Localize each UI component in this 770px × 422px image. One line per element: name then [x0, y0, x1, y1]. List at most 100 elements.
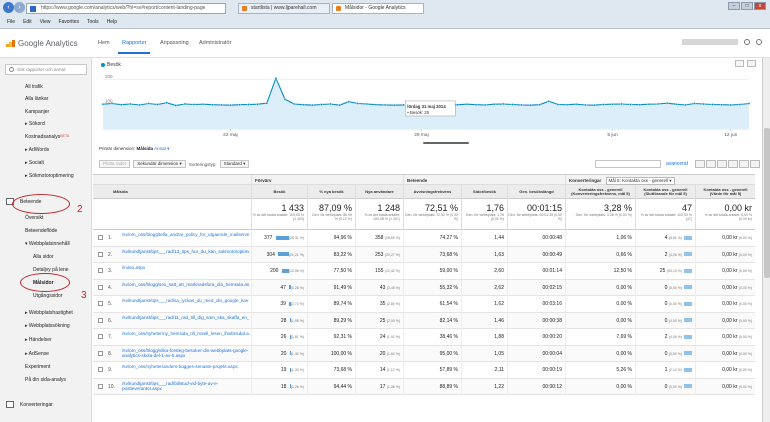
visits-data-point[interactable] [219, 103, 223, 107]
visits-data-point[interactable] [747, 102, 751, 105]
sidebar-item-content-drilldown[interactable]: Detaljvy på lene [33, 267, 69, 273]
visits-data-point[interactable] [520, 103, 523, 107]
visits-data-point[interactable] [574, 102, 578, 106]
landing-page-link[interactable]: /sv/om_oss/blogg/vilka-forsteg-besoker-d… [119, 346, 249, 362]
visits-data-point[interactable] [283, 97, 287, 101]
visits-data-point[interactable] [492, 102, 496, 106]
visits-data-point[interactable] [101, 102, 105, 106]
landing-page-url[interactable]: /sv/om_oss/nyheter/ny_hemsida_till_hotel… [122, 331, 249, 336]
visits-data-point[interactable] [629, 103, 633, 106]
sidebar-item-site-search[interactable]: ▸ Webbplatssökning [25, 323, 70, 329]
visits-data-point[interactable] [483, 103, 487, 107]
sidebar-item-social[interactable]: ▸ Socialt [25, 160, 44, 166]
visits-data-point[interactable] [265, 101, 269, 105]
data-view-button[interactable] [695, 160, 705, 168]
row-checkbox[interactable] [98, 301, 103, 306]
settings-icon[interactable] [744, 39, 750, 45]
visits-data-point[interactable] [511, 103, 514, 106]
visits-data-point[interactable] [729, 103, 733, 107]
col-visits[interactable]: Besök [251, 185, 307, 199]
visits-data-point[interactable] [665, 101, 669, 105]
visits-data-point[interactable] [684, 103, 687, 107]
visits-data-point[interactable] [593, 103, 596, 107]
col-new-users[interactable]: Nya användare [355, 185, 403, 199]
visits-data-point[interactable] [620, 102, 623, 106]
landing-page-link[interactable]: /sv/kundtjanst/tips___rad/13_tips_hur_du… [119, 247, 249, 263]
advanced-filter-link[interactable]: avancerat [666, 161, 688, 167]
visits-data-point[interactable] [556, 103, 560, 106]
back-button[interactable]: ‹ [3, 2, 14, 13]
visits-data-point[interactable] [565, 103, 569, 107]
visits-data-point[interactable] [583, 103, 587, 107]
visits-data-point[interactable] [320, 103, 323, 106]
landing-page-url[interactable]: /sv/om_oss/blogg/tella_andrar_policy_for… [122, 232, 249, 237]
visits-data-point[interactable] [738, 103, 742, 106]
timeline-scroller[interactable] [423, 142, 469, 144]
visits-data-point[interactable] [711, 103, 714, 106]
visits-data-point[interactable] [392, 103, 396, 107]
close-window-button[interactable]: x [754, 2, 766, 10]
primary-dimension-other[interactable]: Annat ▾ [154, 146, 170, 151]
browser-tab-active[interactable]: Målsidor - Google Analytics [332, 3, 424, 14]
visits-data-point[interactable] [347, 100, 350, 104]
pivot-view-button[interactable] [750, 160, 760, 168]
visits-data-point[interactable] [165, 101, 168, 105]
sidebar-item-campaigns[interactable]: Kampanjer [25, 109, 50, 115]
visits-data-point[interactable] [128, 102, 132, 106]
visits-data-point[interactable] [329, 102, 332, 106]
visits-data-point[interactable] [702, 102, 705, 106]
menu-favorites[interactable]: Favorites [58, 19, 79, 25]
landing-page-link[interactable]: /sv/om_oss/blogg/sex_satt_att_marknadsfo… [119, 280, 249, 296]
plot-rows-button[interactable]: Plotta rader [99, 160, 131, 168]
visits-data-point[interactable] [110, 102, 114, 105]
account-selector[interactable] [682, 39, 738, 45]
menu-tools[interactable]: Tools [87, 19, 99, 25]
visits-data-point[interactable] [292, 102, 296, 106]
landing-page-url[interactable]: /sv/kundtjanst/tips___rad/11_rad_till_di… [122, 314, 249, 320]
sort-type-select[interactable]: Standard ▾ [219, 160, 250, 168]
landing-page-url[interactable]: /sv/om_oss/nyheter/anders-bagges-senaste… [122, 364, 238, 369]
visits-data-point[interactable] [401, 103, 405, 107]
visits-data-point[interactable] [156, 103, 159, 106]
visits-data-point[interactable] [383, 103, 387, 107]
visits-data-point[interactable] [138, 103, 141, 107]
landing-page-url[interactable]: /sv/kundtjanst/tips___rad/13_tips_hur_du… [122, 248, 249, 254]
motion-chart-button[interactable] [747, 60, 756, 67]
col-new-visits-pct[interactable]: % nya besök [307, 185, 355, 199]
visits-data-point[interactable] [201, 102, 205, 106]
row-checkbox[interactable] [98, 235, 103, 240]
sidebar-item-all-traffic[interactable]: All trafik [25, 84, 43, 90]
col-goal-completions[interactable]: Kontakta oss - generell (Slutförande för… [635, 185, 695, 199]
secondary-dimension-select[interactable]: Sekundär dimension ▾ [133, 160, 186, 168]
landing-page-link[interactable]: /sv/kundtjanst/tips___rad/sa_lyckas_du_m… [119, 296, 249, 312]
menu-file[interactable]: File [7, 19, 16, 25]
sidebar-item-exit-pages[interactable]: Utgångssidor [33, 293, 63, 299]
visits-data-point[interactable] [274, 76, 278, 80]
landing-page-url[interactable]: /sv/om_oss/blogg/vilka-forsteg-besoker-d… [122, 347, 249, 359]
landing-page-link[interactable]: /sv/om_oss/nyheter/ny_hemsida_till_hotel… [119, 329, 249, 345]
comparison-view-button[interactable] [728, 160, 738, 168]
menu-help[interactable]: Help [106, 19, 117, 25]
landing-page-link[interactable]: /sv/om_oss/blogg/tella_andrar_policy_for… [119, 230, 249, 246]
col-pages-per-visit[interactable]: Sidor/besök [461, 185, 507, 199]
tab-hem[interactable]: Hem [98, 40, 110, 46]
ga-logo[interactable]: Google Analytics [6, 39, 78, 48]
row-checkbox[interactable] [98, 350, 103, 356]
row-checkbox[interactable] [98, 334, 103, 339]
landing-page-url[interactable]: /sv/kundtjanst/tips___rad/sa_lyckas_du_m… [122, 298, 249, 303]
minimize-button[interactable]: – [728, 2, 740, 10]
visits-data-point[interactable] [247, 103, 250, 106]
sidebar-item-all-links[interactable]: Alla länkar [25, 96, 49, 102]
visits-data-point[interactable] [256, 102, 259, 106]
sidebar-item-behavior-flow[interactable]: Beteendeflöde [25, 228, 58, 234]
sidebar-section-conversions[interactable]: Konverteringar [20, 402, 53, 408]
sidebar-item-overview[interactable]: Översikt [25, 215, 44, 221]
landing-page-link[interactable]: /index.aspx [119, 263, 249, 279]
visits-data-point[interactable] [693, 102, 696, 105]
visits-data-point[interactable] [310, 103, 314, 107]
visits-data-point[interactable] [374, 103, 378, 107]
performance-view-button[interactable] [717, 160, 727, 168]
landing-page-url[interactable]: /sv/om_oss/blogg/sex_satt_att_marknadsfo… [122, 281, 249, 287]
sidebar-item-site-content[interactable]: ▾ Webbplatsinnehåll [25, 241, 70, 247]
sidebar-item-cost-analysis[interactable]: KostnadsanalysBETA [25, 134, 70, 140]
